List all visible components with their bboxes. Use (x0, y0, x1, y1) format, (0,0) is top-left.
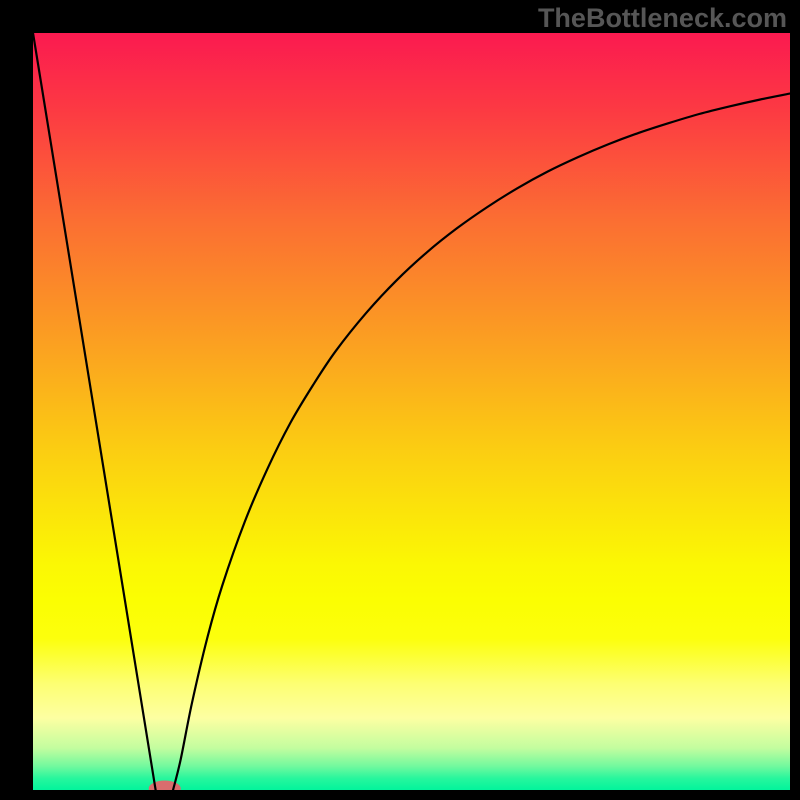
plot-area (33, 33, 790, 790)
plot-svg (33, 33, 790, 790)
watermark-text: TheBottleneck.com (538, 3, 787, 34)
gradient-background (33, 33, 790, 790)
